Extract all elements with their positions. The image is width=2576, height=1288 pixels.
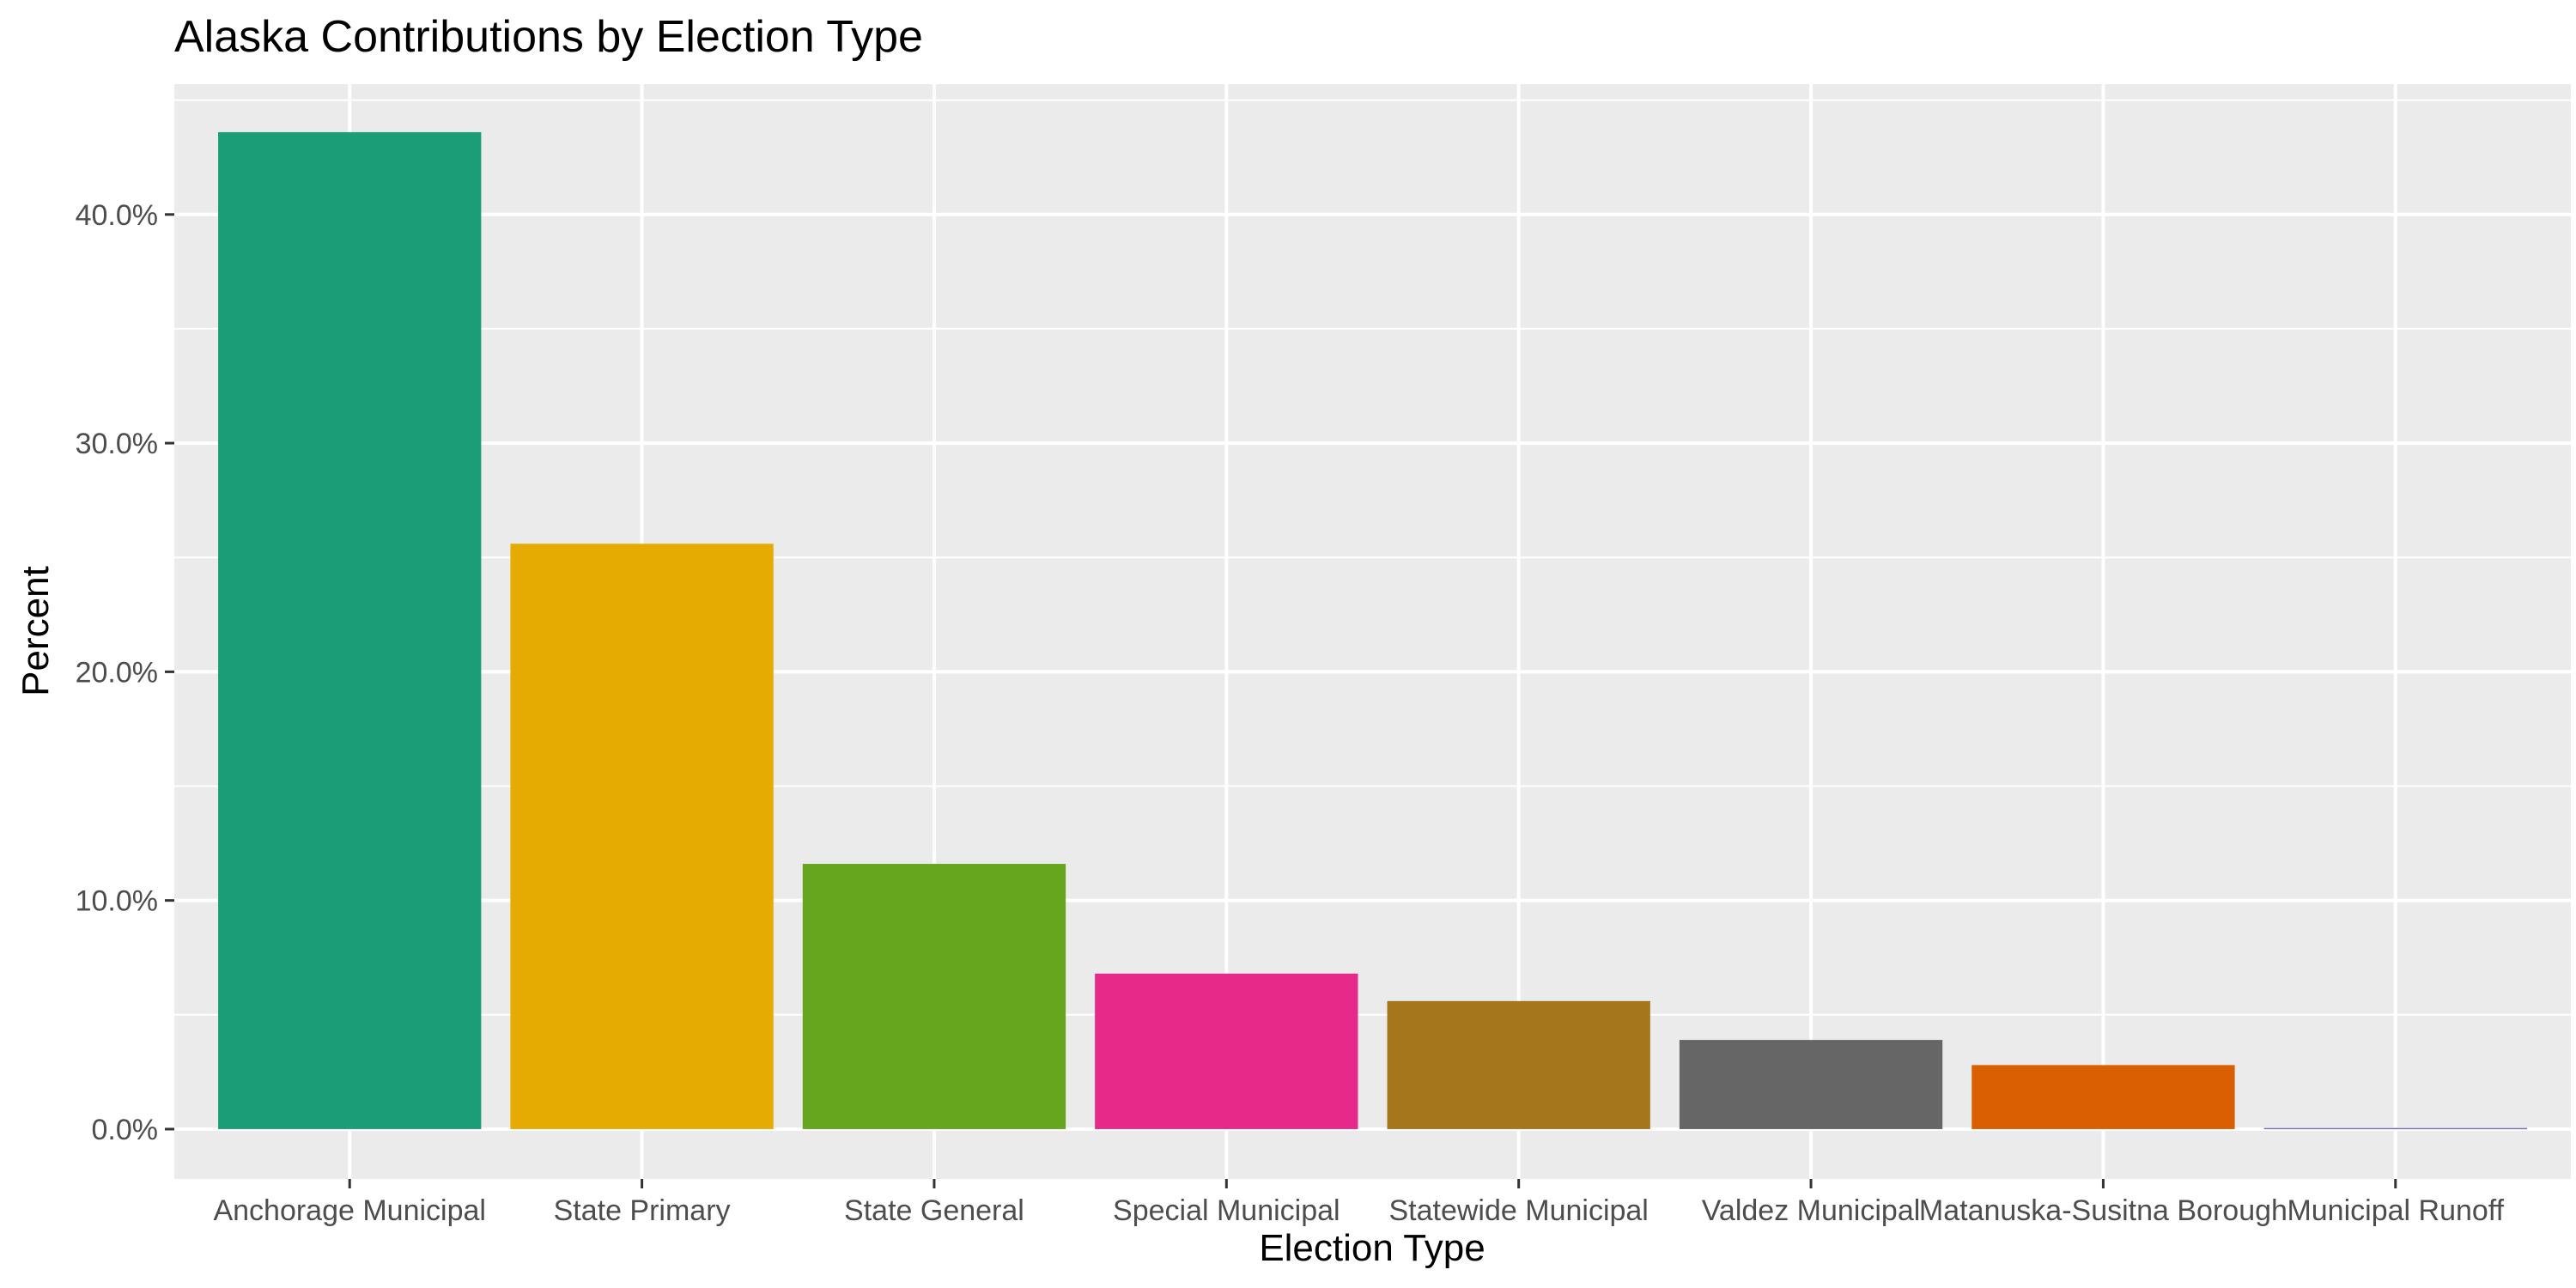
x-tick-label: Statewide Municipal bbox=[1388, 1194, 1648, 1227]
bar bbox=[1679, 1040, 1943, 1129]
bar bbox=[802, 864, 1066, 1129]
bar bbox=[510, 544, 774, 1129]
bar bbox=[1095, 973, 1358, 1129]
bar bbox=[1971, 1065, 2235, 1129]
y-tick-label: 30.0% bbox=[76, 428, 158, 460]
x-tick-label: Municipal Runoff bbox=[2287, 1194, 2504, 1227]
x-tick-label: Valdez Municipal bbox=[1702, 1194, 1921, 1227]
bar bbox=[1387, 1000, 1650, 1129]
x-tick-label: Special Municipal bbox=[1113, 1194, 1340, 1227]
y-axis: 0.0% 10.0% 20.0% 30.0% 40.0% bbox=[76, 199, 174, 1146]
chart-title: Alaska Contributions by Election Type bbox=[174, 12, 923, 62]
bars bbox=[218, 131, 2527, 1130]
bar bbox=[2263, 1127, 2527, 1130]
x-tick-label: State Primary bbox=[554, 1194, 731, 1227]
y-tick-label: 40.0% bbox=[76, 199, 158, 232]
x-axis: Anchorage Municipal State Primary State Ge… bbox=[213, 1179, 2505, 1227]
x-axis-title: Election Type bbox=[1259, 1227, 1485, 1269]
x-tick-label: Matanuska-Susitna Borough bbox=[1919, 1194, 2287, 1227]
x-tick-label: Anchorage Municipal bbox=[213, 1194, 486, 1227]
x-tick-label: State General bbox=[844, 1194, 1024, 1227]
bar bbox=[218, 131, 482, 1129]
y-tick-label: 10.0% bbox=[76, 885, 158, 918]
y-tick-label: 20.0% bbox=[76, 656, 158, 689]
y-axis-title: Percent bbox=[15, 566, 57, 696]
y-tick-label: 0.0% bbox=[92, 1114, 159, 1146]
